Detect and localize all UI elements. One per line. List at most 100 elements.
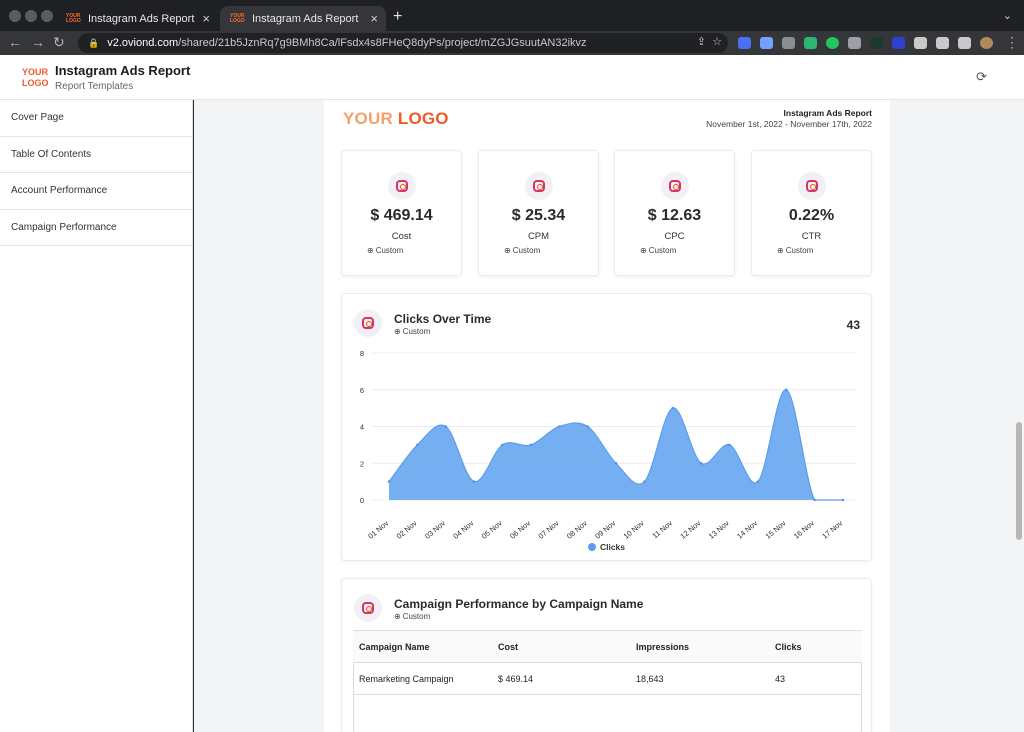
y-tick-label: 8	[360, 349, 364, 358]
clicks-series-line	[388, 389, 843, 501]
x-tick-label: 06 Nov	[508, 518, 532, 539]
sidebar-item-campaign-performance[interactable]: Campaign Performance	[0, 210, 192, 246]
app-logo: YOUR LOGO	[22, 67, 49, 89]
column-header-clicks[interactable]: Clicks	[769, 630, 862, 663]
clicks-data-point[interactable]	[558, 425, 561, 428]
clicks-data-point[interactable]	[444, 425, 447, 428]
instagram-icon	[525, 172, 553, 200]
report-logo-logo: LOGO	[397, 109, 449, 128]
clicks-data-point[interactable]	[841, 498, 845, 502]
kpi-date-mode: ⊕ Custom	[640, 246, 676, 255]
browser-tab-2[interactable]: YOUR LOGO Instagram Ads Report ×	[220, 6, 386, 31]
report-page: YOUR LOGO Instagram Ads Report November …	[324, 100, 890, 732]
tab-favicon-icon: YOUR LOGO	[66, 12, 81, 24]
reload-icon[interactable]: ↻	[53, 34, 65, 50]
app-title: Instagram Ads Report	[55, 63, 191, 78]
table-header-row: Campaign Name Cost Impressions Clicks	[353, 630, 862, 663]
chart-date-mode-label: Custom	[402, 327, 431, 336]
app-logo-line2: LOGO	[22, 78, 49, 88]
y-tick-label: 6	[360, 386, 364, 395]
vertical-scrollbar[interactable]	[1016, 422, 1022, 540]
clicks-data-point[interactable]	[529, 443, 533, 447]
download-icon[interactable]	[936, 37, 949, 49]
x-tick-label: 10 Nov	[622, 518, 646, 539]
kpi-value: $ 469.14	[370, 207, 433, 224]
x-tick-label: 02 Nov	[395, 518, 419, 539]
table-cell: 18,643	[630, 662, 769, 695]
tab-search-chevron-icon[interactable]: ⌄	[1002, 10, 1012, 22]
clicks-data-point[interactable]	[586, 425, 589, 428]
tab-close-icon[interactable]: ×	[370, 11, 378, 26]
column-header-impressions[interactable]: Impressions	[630, 630, 769, 663]
kpi-card-ctr: 0.22% CTR ⊕ Custom	[751, 150, 872, 276]
sidebar: Cover Page Table Of Contents Account Per…	[0, 100, 193, 732]
extension-icon[interactable]	[804, 37, 817, 49]
clicks-data-point[interactable]	[643, 480, 646, 483]
refresh-icon[interactable]: ⟳	[976, 69, 987, 84]
clicks-data-point[interactable]	[671, 406, 674, 410]
back-arrow-icon[interactable]: ←	[8, 34, 22, 50]
clicks-data-point[interactable]	[756, 480, 760, 483]
campaign-table: Campaign Name Cost Impressions Clicks Re…	[353, 630, 862, 695]
clicks-data-point[interactable]	[614, 462, 618, 465]
kpi-date-mode-label: Custom	[785, 246, 814, 255]
browser-tab-1[interactable]: YOUR LOGO Instagram Ads Report ×	[56, 6, 218, 31]
instagram-icon	[354, 309, 382, 337]
sidebar-item-table-of-contents[interactable]: Table Of Contents	[0, 137, 192, 173]
address-bar[interactable]: 🔒 v2.oviond.com/shared/21b5JznRq7g9BMh8C…	[78, 33, 728, 53]
chart-date-mode: ⊕ Custom	[394, 327, 430, 336]
extension-icon[interactable]	[760, 37, 773, 49]
legend-swatch	[587, 543, 596, 551]
globe-icon: ⊕	[504, 246, 511, 255]
sidebar-item-cover-page[interactable]: Cover Page	[0, 100, 192, 137]
clicks-data-point[interactable]	[813, 498, 816, 502]
table-date-mode: ⊕ Custom	[394, 612, 430, 621]
extension-icon[interactable]	[738, 37, 751, 49]
kpi-label: CPM	[527, 231, 550, 242]
window-minimize-dot[interactable]	[25, 10, 37, 22]
extension-icon[interactable]	[848, 37, 861, 49]
column-header-cost[interactable]: Cost	[492, 630, 630, 663]
clicks-data-point[interactable]	[785, 388, 788, 391]
clicks-data-point[interactable]	[472, 480, 476, 483]
x-tick-label: 08 Nov	[565, 518, 589, 539]
puzzle-icon[interactable]	[914, 37, 927, 49]
extension-icon[interactable]	[782, 37, 795, 49]
kpi-date-mode-label: Custom	[648, 246, 677, 255]
x-tick-label: 03 Nov	[423, 518, 447, 539]
new-tab-icon[interactable]: +	[393, 8, 403, 25]
clicks-area-chart: 0 2 4 6 8 01 Nov 02 Nov 03 Nov 04 Nov 05 Nov 06 No…	[360, 349, 857, 539]
instagram-icon	[354, 594, 382, 622]
sidebar-item-label: Cover Page	[11, 112, 64, 124]
tab-close-icon[interactable]: ×	[202, 11, 210, 26]
kpi-date-mode-label: Custom	[512, 246, 541, 255]
kpi-value: $ 12.63	[647, 207, 702, 224]
share-and-bookmark-icons[interactable]: ⇪ ☆	[696, 36, 722, 48]
forward-arrow-icon[interactable]: →	[31, 34, 45, 50]
tab-title: Instagram Ads Report	[252, 12, 359, 25]
window-close-dot[interactable]	[9, 10, 21, 22]
report-logo-your: YOUR	[343, 109, 393, 128]
column-header-campaign-name[interactable]: Campaign Name	[353, 630, 492, 663]
clicks-data-point[interactable]	[699, 462, 703, 465]
y-tick-label: 2	[360, 459, 364, 468]
legend-label: Clicks	[599, 542, 626, 552]
x-tick-label: 17 Nov	[820, 518, 844, 539]
extension-icon[interactable]	[892, 37, 905, 49]
url-host: v2.oviond.com	[107, 37, 179, 49]
profile-avatar-icon[interactable]	[980, 37, 993, 49]
clicks-data-point[interactable]	[416, 443, 419, 447]
window-zoom-dot[interactable]	[41, 10, 53, 22]
instagram-icon	[661, 172, 689, 200]
clicks-data-point[interactable]	[501, 443, 504, 447]
sidebar-item-account-performance[interactable]: Account Performance	[0, 173, 192, 210]
clicks-data-point[interactable]	[728, 443, 731, 447]
extension-icon[interactable]	[870, 37, 883, 49]
extension-icon[interactable]	[826, 37, 839, 49]
side-panel-icon[interactable]	[958, 37, 971, 49]
browser-menu-icon[interactable]: ⋮	[1005, 34, 1019, 50]
clicks-data-point[interactable]	[387, 480, 391, 483]
chart-legend[interactable]: Clicks	[342, 542, 871, 552]
sidebar-item-label: Account Performance	[11, 185, 108, 197]
x-tick-label: 15 Nov	[764, 518, 788, 539]
